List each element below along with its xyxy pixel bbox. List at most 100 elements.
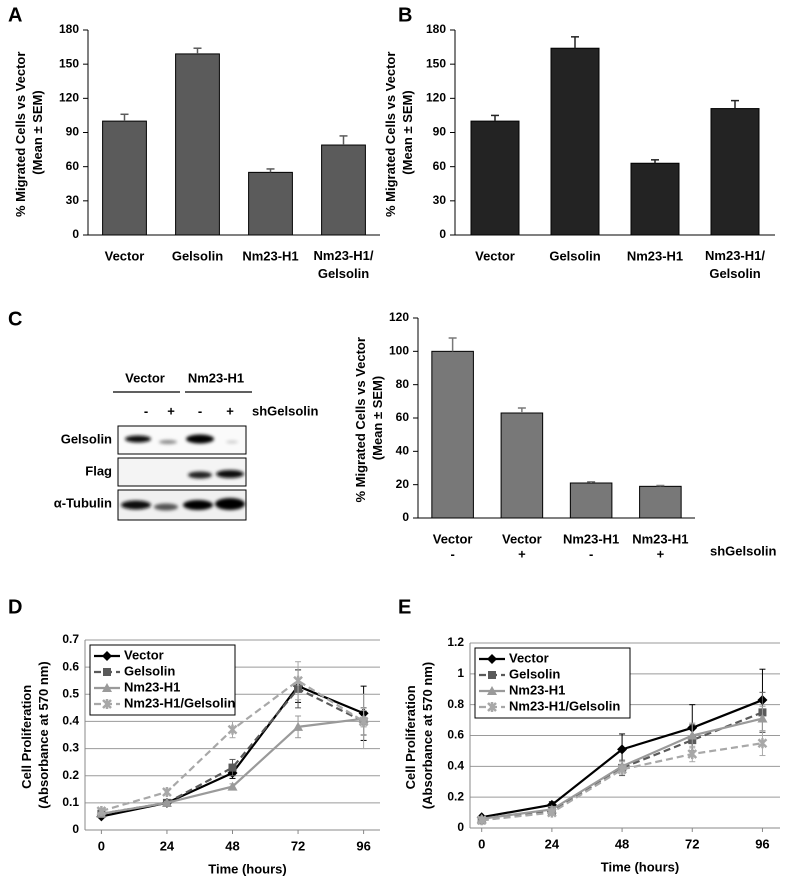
marker (547, 807, 557, 818)
y-axis-label: Cell Proliferation (Absorbance at 570 nm… (403, 662, 435, 809)
legend-label: Vector (124, 647, 164, 662)
marker (617, 764, 627, 775)
x-tick-label: Nm23-H1 (627, 248, 683, 263)
legend-label: Gelsolin (124, 663, 175, 678)
bar (500, 412, 544, 519)
y-tick-label: 100 (389, 344, 409, 358)
y-tick-label: 150 (426, 56, 446, 70)
y-tick-label: 60 (396, 410, 410, 424)
blot-row-label: α-Tubulin (54, 495, 112, 510)
bar (248, 171, 293, 236)
y-tick-label: 90 (66, 125, 80, 139)
x-tick-label: 0 (478, 836, 485, 851)
error-bar (517, 407, 526, 413)
bar (102, 120, 147, 236)
legend-label: Nm23-H1/Gelsolin (124, 695, 235, 710)
y-tick-label: 120 (426, 91, 446, 105)
marker (476, 815, 487, 826)
x-tick-label: Vector (475, 248, 515, 263)
error-bar (491, 114, 499, 122)
bar (630, 162, 680, 236)
y-tick-label: 0 (439, 227, 446, 241)
x-tick-label: 24 (160, 838, 175, 853)
error-bar (339, 135, 348, 146)
marker (161, 797, 172, 807)
legend-marker (487, 686, 497, 695)
y-tick-label: 0 (72, 822, 79, 836)
error-bar (656, 484, 665, 487)
x-subcategory-title: shGelsolin (710, 543, 777, 558)
y-axis-label: % Migrated Cells vs Vector (Mean ± SEM) (383, 48, 415, 217)
x-tick-label: Gelsolin (172, 248, 223, 263)
y-tick-label: 30 (66, 193, 80, 207)
bar (639, 485, 682, 519)
legend-marker (102, 683, 112, 692)
x-tick-label: 96 (755, 836, 769, 851)
y-tick-label: 0 (402, 510, 409, 524)
legend-label: Vector (509, 650, 549, 665)
blot-sign: + (167, 403, 175, 418)
bar (550, 47, 600, 236)
y-tick-label: 180 (426, 22, 446, 36)
legend-label: Nm23-H1 (509, 682, 565, 697)
x-tick-label: Nm23-H1 (563, 531, 619, 546)
x-subcategory: + (518, 546, 526, 561)
marker (162, 787, 172, 797)
y-axis-label: % Migrated Cells vs Vector (Mean ± SEM) (353, 333, 385, 502)
bar (321, 144, 366, 236)
x-tick-label: Vector (502, 531, 542, 546)
marker (757, 713, 768, 723)
error-bar (651, 159, 659, 164)
marker (358, 716, 369, 727)
blot-group: Vector (125, 370, 165, 385)
panel-label: D (8, 596, 22, 618)
y-tick-label: 0 (72, 227, 79, 241)
x-tick-label: Nm23-H1 (242, 248, 298, 263)
marker (687, 730, 698, 740)
legend-marker (488, 671, 496, 679)
x-tick-label: 96 (356, 838, 370, 853)
y-tick-label: 0.2 (447, 789, 464, 803)
panel-label: C (8, 308, 22, 330)
legend-label: Nm23-H1 (124, 679, 180, 694)
blot-row-label: Flag (85, 463, 112, 478)
marker (227, 724, 238, 735)
y-tick-label: 20 (396, 477, 410, 491)
legend-label: Nm23-H1/Gelsolin (509, 698, 620, 713)
y-tick-label: 80 (396, 377, 410, 391)
panel-label: E (398, 596, 411, 618)
bar (175, 53, 220, 236)
x-tick-label: 24 (545, 836, 560, 851)
legend-marker (487, 702, 497, 712)
legend-marker (487, 654, 497, 664)
marker (293, 675, 303, 686)
y-tick-label: 1 (457, 666, 464, 680)
error-bar (571, 36, 579, 49)
blot-sign: - (198, 403, 202, 418)
blot-treatment: shGelsolin (252, 403, 319, 418)
y-tick-label: 60 (66, 159, 80, 173)
y-tick-label: 0 (457, 820, 464, 834)
y-tick-label: 120 (59, 91, 79, 105)
western-blot: Vector Nm23-H1 - + - + shGelsolin Gelsol… (54, 370, 319, 521)
panel-label: A (8, 4, 22, 26)
x-tick-label: Nm23-H1/Gelsolin (705, 248, 765, 281)
blot-sign: + (226, 403, 234, 418)
marker (96, 806, 107, 816)
legend-marker (102, 651, 112, 661)
error-bar (448, 337, 457, 352)
legend-label: Gelsolin (509, 666, 560, 681)
marker (617, 744, 628, 755)
y-tick-label: 0.4 (447, 759, 464, 773)
y-tick-label: 1.2 (447, 635, 464, 649)
y-tick-label: 0.7 (62, 632, 79, 646)
y-tick-label: 0.5 (62, 686, 79, 700)
bar (431, 350, 474, 519)
x-tick-label: 72 (685, 836, 699, 851)
y-tick-label: 30 (433, 193, 447, 207)
x-tick-label: Nm23-H1 (632, 531, 688, 546)
marker (687, 749, 698, 759)
legend-marker (103, 668, 111, 676)
marker (227, 781, 238, 791)
